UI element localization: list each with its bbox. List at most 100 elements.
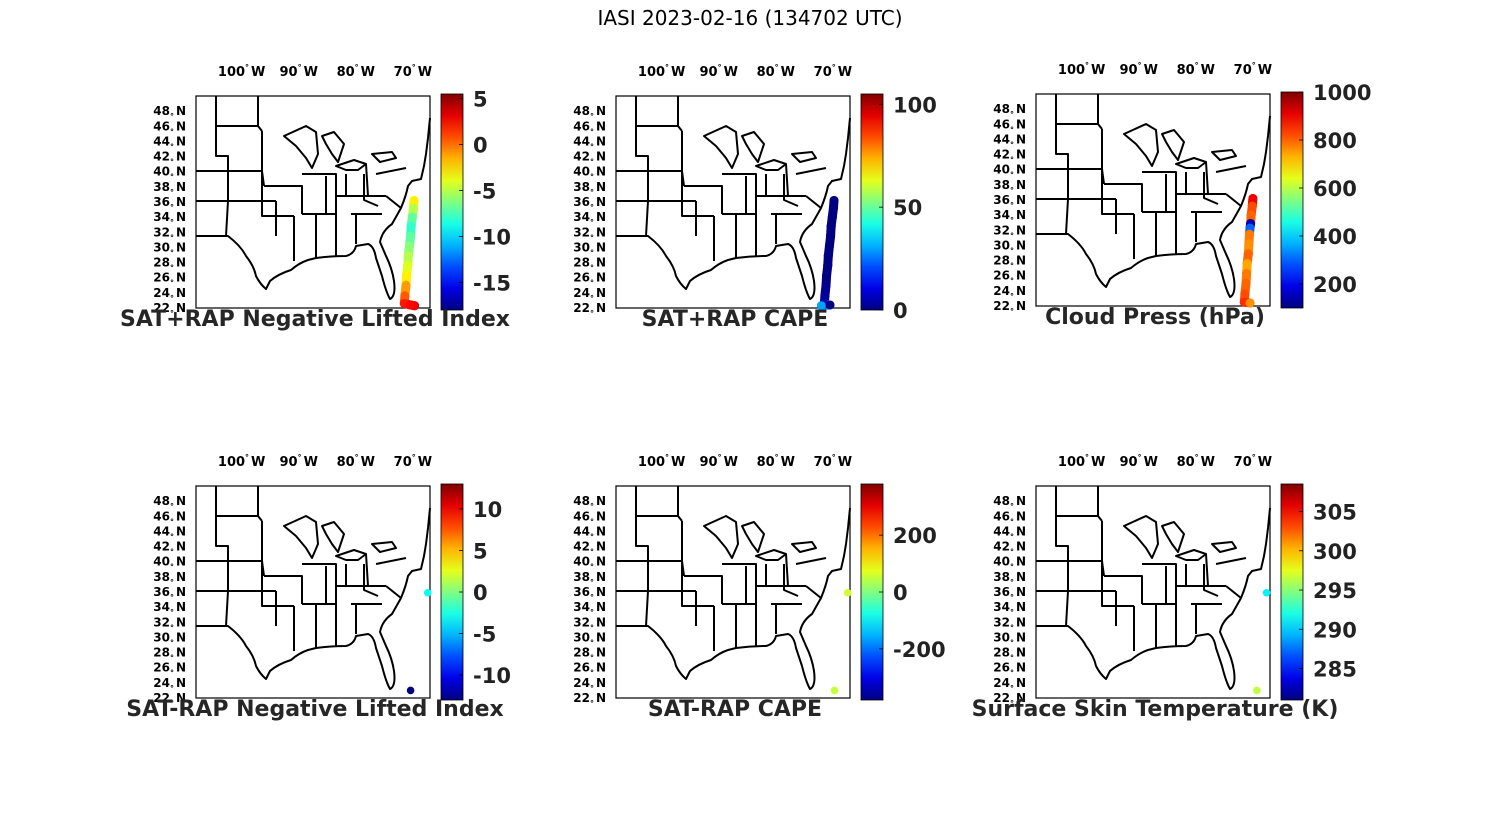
lon-hemisphere: W <box>1201 63 1215 78</box>
lon-tick-label: 80° W <box>1177 453 1215 470</box>
lat-tick-label: 36° N <box>993 193 1026 210</box>
lat-degree-value: 30 <box>153 240 170 254</box>
degree-symbol: ° <box>1010 246 1014 255</box>
lat-degree-value: 48 <box>153 494 170 508</box>
lon-hemisphere: W <box>251 455 265 470</box>
boundary-line <box>1055 486 1116 592</box>
panel-title: SAT+RAP Negative Lifted Index <box>120 307 510 332</box>
lon-tick-label: 80° W <box>757 63 795 80</box>
lat-degree-value: 36 <box>573 585 590 599</box>
data-point <box>825 300 835 310</box>
lat-hemisphere: N <box>596 240 606 254</box>
lat-hemisphere: N <box>176 256 186 270</box>
boundary-line <box>215 486 276 592</box>
degree-symbol: ° <box>590 563 594 572</box>
lon-degree-value: 90 <box>700 65 718 80</box>
lon-tick-label: 80° W <box>337 63 375 80</box>
data-point <box>823 251 833 261</box>
panel-title: Cloud Press (hPa) <box>1045 305 1265 330</box>
lon-hemisphere: W <box>781 65 795 80</box>
colorbar <box>860 93 884 311</box>
lat-hemisphere: N <box>1016 284 1026 298</box>
lat-hemisphere: N <box>176 540 186 554</box>
degree-symbol: ° <box>170 608 174 617</box>
boundary-line <box>196 117 431 300</box>
lat-tick-label: 48° N <box>993 102 1026 119</box>
lat-tick-label: 26° N <box>993 661 1026 678</box>
lat-hemisphere: N <box>176 240 186 254</box>
lon-hemisphere: W <box>1258 455 1272 470</box>
data-point <box>816 301 826 311</box>
lat-degree-value: 48 <box>573 104 590 118</box>
colorbar-tick-label: -200 <box>893 638 946 662</box>
lon-tick-label: 100° W <box>638 63 685 80</box>
lat-hemisphere: N <box>596 691 606 705</box>
lat-hemisphere: N <box>1016 691 1026 705</box>
lon-tick-label: 90° W <box>280 453 318 470</box>
boundary-line <box>363 174 379 207</box>
lat-hemisphere: N <box>596 615 606 629</box>
degree-symbol: ° <box>170 502 174 511</box>
lon-degree-value: 90 <box>1120 63 1138 78</box>
degree-symbol: ° <box>1010 110 1014 119</box>
lon-tick-label: 100° W <box>1058 453 1105 470</box>
degree-symbol: ° <box>170 654 174 663</box>
lat-tick-label: 30° N <box>993 238 1026 255</box>
lat-tick-label: 22° N <box>573 301 606 318</box>
lat-degree-value: 28 <box>153 256 170 270</box>
lat-degree-value: 44 <box>993 524 1010 538</box>
lon-tick-label: 100° W <box>1058 61 1105 78</box>
lat-hemisphere: N <box>176 630 186 644</box>
degree-symbol: ° <box>170 578 174 587</box>
lat-hemisphere: N <box>1016 600 1026 614</box>
panel-cape-diff: 100° W 90° W 80° W 70° W 48° N 46° N 44° N 42° N 40° N 38°… <box>520 450 950 750</box>
lon-hemisphere: W <box>1091 63 1105 78</box>
colorbar-tick-label: 400 <box>1313 225 1357 249</box>
lat-degree-value: 30 <box>993 238 1010 252</box>
lat-hemisphere: N <box>596 570 606 584</box>
state-boundaries <box>615 485 851 699</box>
lat-degree-value: 46 <box>993 509 1010 523</box>
degree-symbol: ° <box>1010 307 1014 316</box>
colorbar-tick-label: 295 <box>1313 579 1357 603</box>
colorbar-tick-label: 0 <box>893 581 908 605</box>
boundary-line <box>616 507 851 690</box>
lon-degree-value: 100 <box>1058 63 1085 78</box>
lat-hemisphere: N <box>176 104 186 118</box>
lat-hemisphere: N <box>596 540 606 554</box>
boundary-line <box>1215 165 1247 173</box>
lat-degree-value: 42 <box>153 150 170 164</box>
lat-tick-label: 46° N <box>573 509 606 526</box>
lat-degree-value: 44 <box>993 132 1010 146</box>
degree-symbol: ° <box>245 453 249 462</box>
degree-symbol: ° <box>170 127 174 136</box>
degree-symbol: ° <box>590 699 594 708</box>
lat-hemisphere: N <box>596 119 606 133</box>
degree-symbol: ° <box>590 532 594 541</box>
boundary-line <box>283 515 319 559</box>
data-point <box>1246 210 1256 220</box>
boundary-line <box>365 553 369 587</box>
degree-symbol: ° <box>1085 453 1089 462</box>
lon-hemisphere: W <box>418 455 432 470</box>
lon-tick-label: 100° W <box>218 63 265 80</box>
lon-degree-value: 80 <box>1177 63 1195 78</box>
degree-symbol: ° <box>170 112 174 121</box>
boundary-line <box>1104 575 1143 604</box>
degree-symbol: ° <box>170 699 174 708</box>
boundary-line <box>635 486 696 592</box>
boundary-line <box>1101 521 1134 607</box>
degree-symbol: ° <box>590 669 594 678</box>
lat-degree-value: 26 <box>153 271 170 285</box>
lon-tick-label: 90° W <box>1120 453 1158 470</box>
colorbar-tick-label: 200 <box>1313 273 1357 297</box>
colorbar-tick-label: 285 <box>1313 658 1357 682</box>
boundary-line <box>1215 557 1247 565</box>
degree-symbol: ° <box>1010 517 1014 526</box>
lat-degree-value: 34 <box>153 600 170 614</box>
degree-symbol: ° <box>590 173 594 182</box>
degree-symbol: ° <box>170 294 174 303</box>
lat-degree-value: 36 <box>573 195 590 209</box>
degree-symbol: ° <box>775 63 779 72</box>
degree-symbol: ° <box>1010 502 1014 511</box>
